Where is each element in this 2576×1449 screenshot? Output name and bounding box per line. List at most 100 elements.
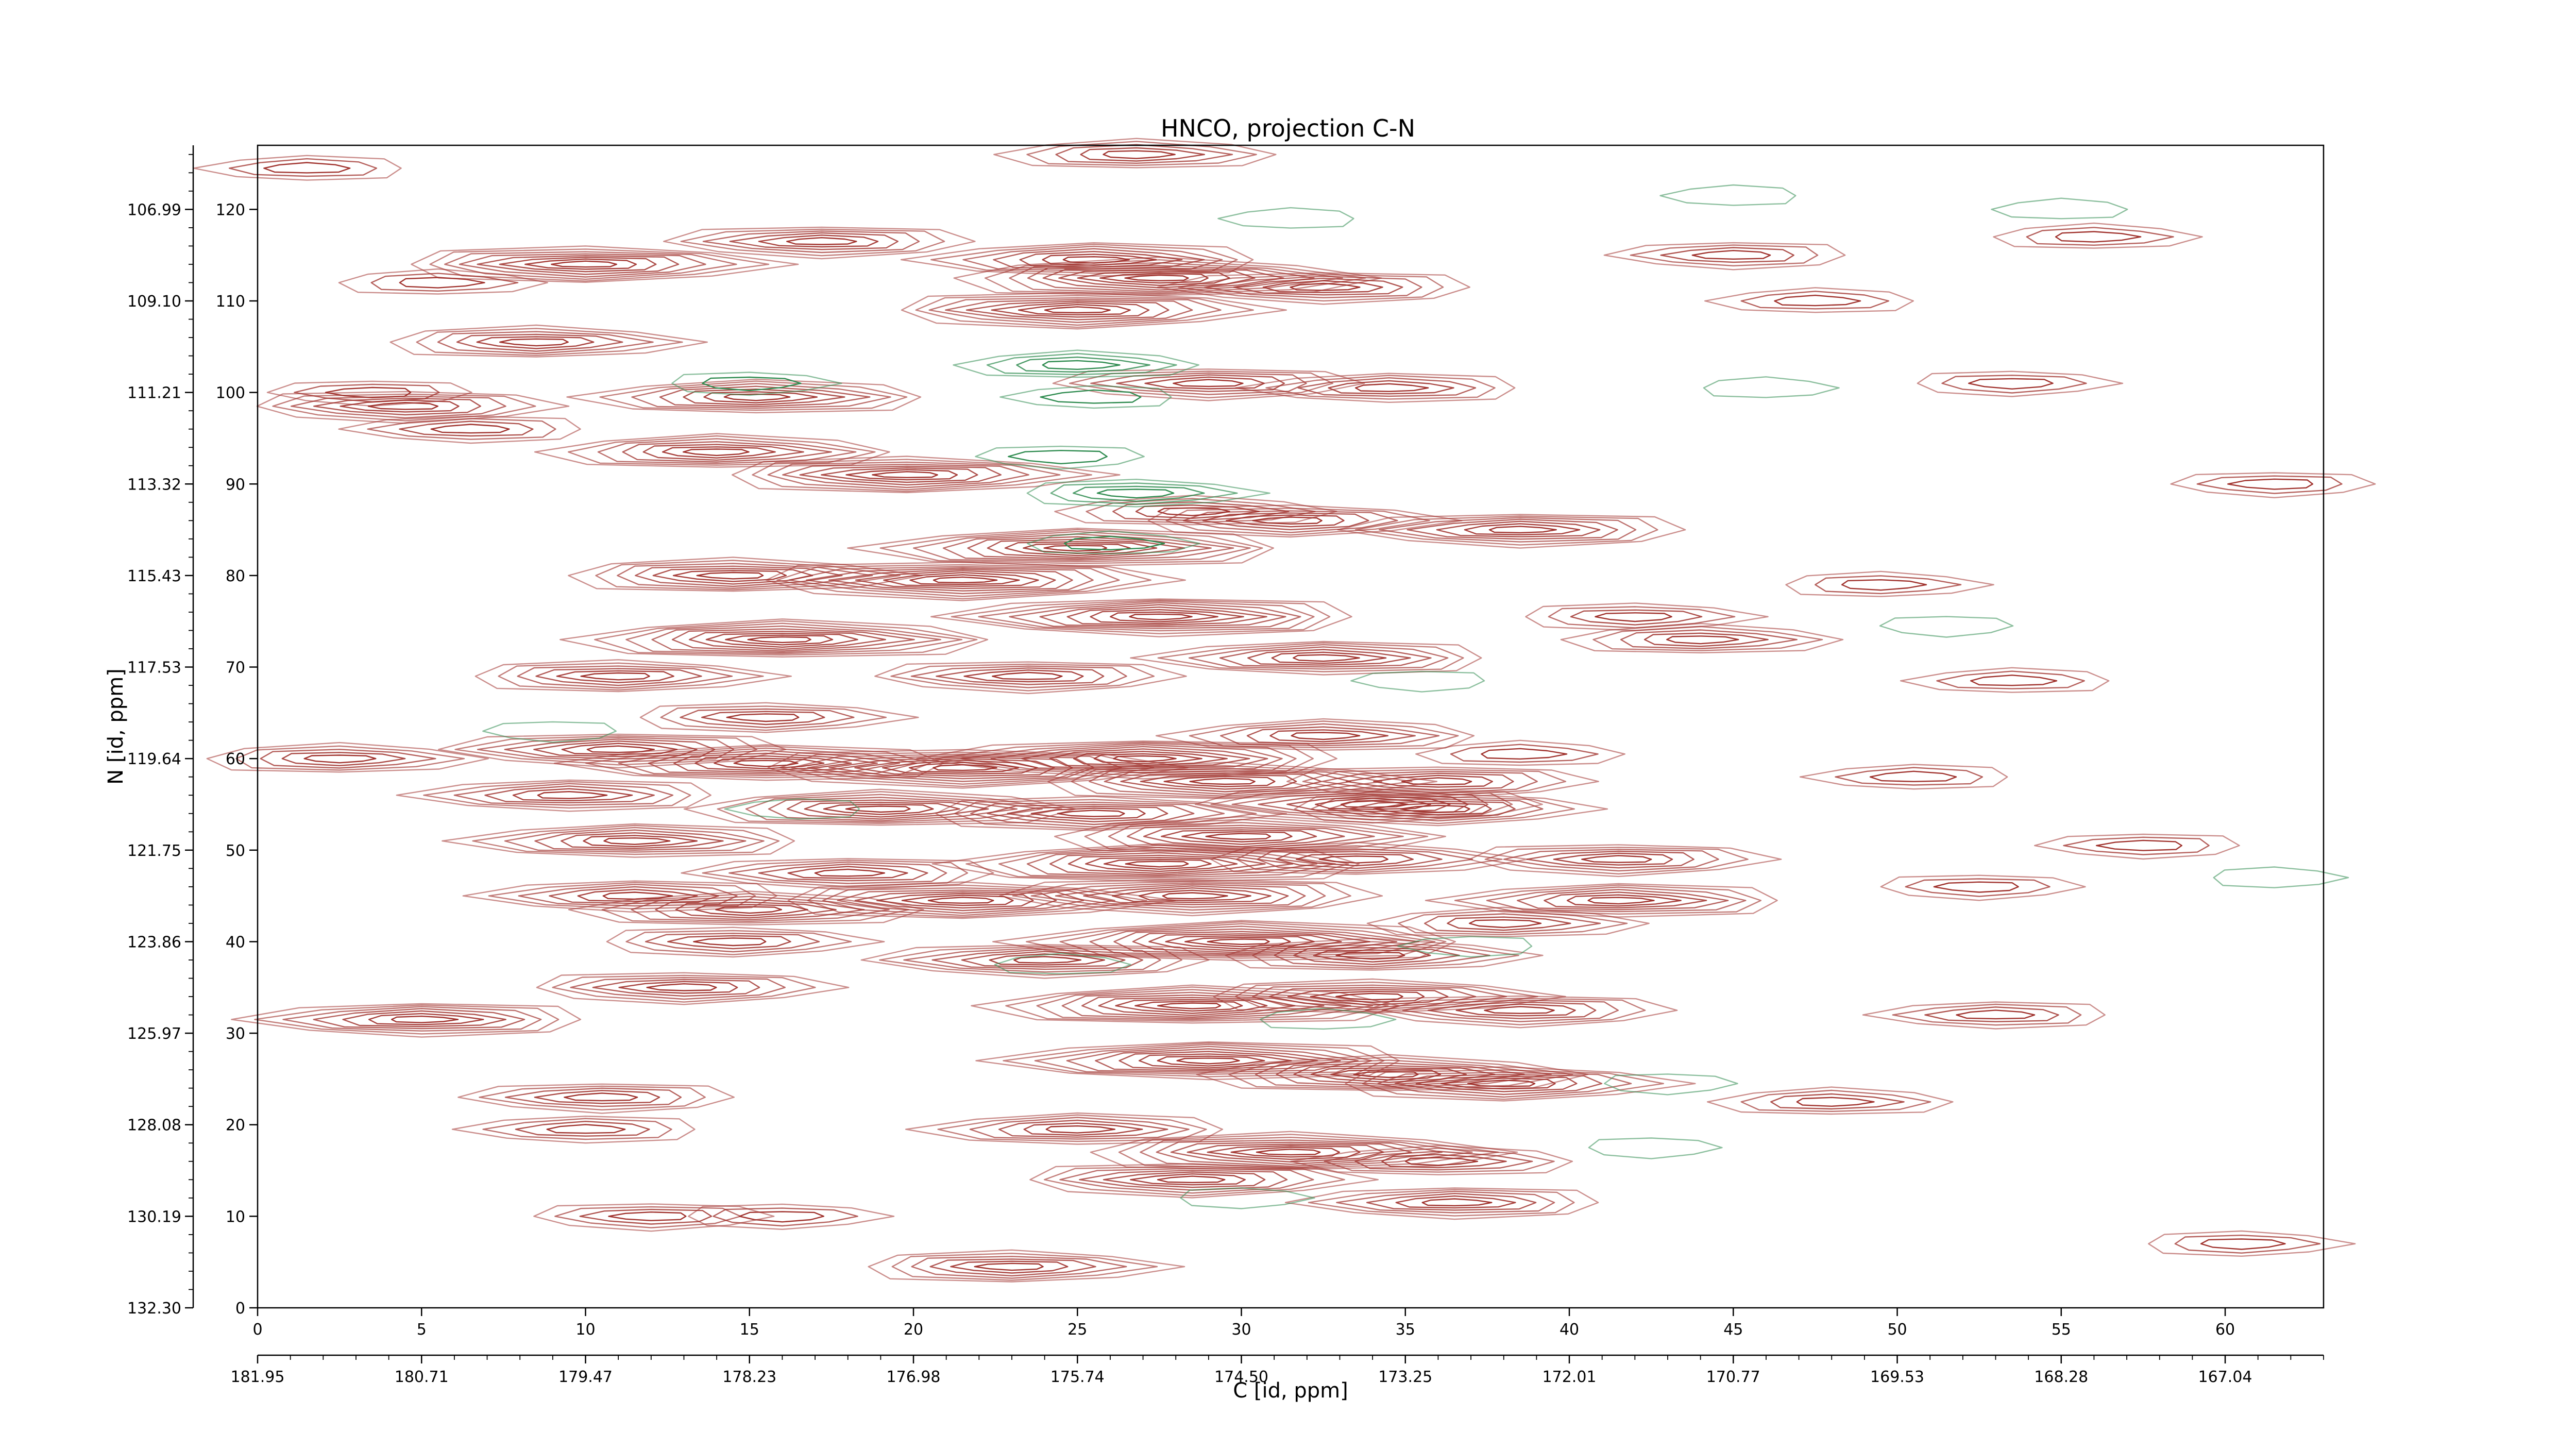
positive-peak-23-level-1	[474, 659, 792, 693]
positive-peak-53-level-4	[667, 935, 791, 950]
positive-peak-67-level-4	[1156, 1139, 1443, 1167]
positive-peak-50-level-8	[1162, 892, 1228, 900]
positive-peak-33-level-4	[1246, 726, 1416, 745]
positive-peak-40-level-4	[534, 829, 747, 851]
negative-peak-3	[999, 385, 1172, 409]
positive-peak-35-level-5	[1373, 774, 1494, 788]
positive-peak-49-level-5	[854, 891, 1057, 912]
positive-peak-31-level-9	[933, 764, 997, 771]
positive-peak-6-level-2	[1178, 274, 1444, 302]
positive-peak-20-level-7	[883, 571, 1039, 587]
positive-peak-72-level-1	[533, 1203, 775, 1232]
positive-peak-36-level-2	[423, 781, 691, 809]
positive-peak-57-level-5	[618, 981, 738, 994]
positive-peak-60-level-6	[1310, 990, 1425, 1003]
negative-peak-2-level-2	[1007, 450, 1108, 464]
positive-peak-0-level-5	[1103, 150, 1176, 159]
positive-peak-33-level-1	[1155, 718, 1475, 751]
positive-peak-42-level-6	[1400, 804, 1470, 813]
positive-peak-12-level-7	[845, 469, 958, 481]
positive-peak-6	[1157, 272, 1471, 305]
positive-peak-81-level-2	[1740, 291, 1890, 310]
positive-peak-40-level-2	[472, 824, 780, 855]
positive-peak-51-level-7	[1587, 897, 1655, 905]
positive-peak-78	[338, 268, 549, 295]
positive-peak-52-level-3	[1423, 913, 1601, 933]
positive-peak-53-level-2	[625, 930, 852, 955]
positive-peak-27	[639, 702, 919, 733]
negative-peak-14	[724, 798, 860, 820]
positive-peak-20-level-3	[788, 566, 1120, 597]
positive-peak-84-level-4	[1956, 1009, 2036, 1020]
positive-peak-55-level-8	[1165, 935, 1315, 950]
positive-peak-71	[868, 1249, 1185, 1283]
positive-peak-64-level-2	[1362, 1069, 1665, 1100]
negative-peak-10-level-1	[1397, 936, 1533, 958]
positive-peak-72-level-3	[579, 1208, 713, 1225]
positive-peak-57-level-3	[570, 976, 786, 1000]
positive-peak-66-level-5	[1023, 1122, 1143, 1136]
positive-peak-35-level-4	[1345, 772, 1514, 791]
positive-peak-35-level-6	[1401, 777, 1472, 785]
positive-peak-20-level-9	[933, 576, 998, 584]
positive-peak-85-level-4	[1796, 1097, 1875, 1107]
positive-peak-18-level-1	[847, 527, 1275, 567]
negative-peak-5	[671, 372, 842, 396]
positive-peak-69-level-3	[1336, 1190, 1555, 1214]
x-ppm-tick-label-8: 172.01	[1543, 1368, 1597, 1386]
positive-peak-21-level-9	[1129, 613, 1193, 621]
y-ppm-tick-label-12: 106.99	[127, 201, 181, 219]
positive-peak-58-level-6	[368, 1013, 484, 1025]
positive-peak-32-level-9	[1113, 755, 1177, 763]
positive-peak-12-level-1	[731, 456, 1121, 494]
chart-title: HNCO, projection C-N	[1161, 114, 1415, 142]
positive-peak-44-level-6	[1067, 854, 1266, 874]
plot-frame	[257, 144, 2325, 1309]
positive-peak-32-level-5	[1021, 746, 1268, 769]
positive-peak-53-level-3	[645, 933, 820, 953]
positive-peak-88	[1799, 764, 2008, 790]
positive-peak-80	[1603, 242, 1846, 271]
positive-peak-22-level-7	[705, 632, 858, 648]
positive-peak-62-level-5	[1095, 1048, 1341, 1072]
positive-peak-51-level-1	[1425, 883, 1778, 918]
positive-peak-23	[474, 659, 792, 693]
negative-peak-5-level-2	[702, 376, 802, 392]
negative-peak-3-level-1	[999, 385, 1172, 409]
positive-peak-20-level-5	[828, 568, 1073, 592]
positive-peak-7-level-7	[723, 393, 791, 401]
positive-peak-18	[847, 527, 1275, 567]
positive-peak-56-level-5	[1313, 949, 1431, 963]
positive-peak-19-level-1	[568, 557, 923, 592]
negative-peak-19	[1259, 1007, 1397, 1030]
positive-peak-5-level-1	[901, 292, 1287, 330]
positive-peak-34-level-8	[1189, 778, 1256, 785]
x-ppm-tick-label-2: 179.47	[558, 1368, 613, 1386]
positive-peak-82	[1785, 570, 1994, 597]
positive-peak-14-level-4	[1328, 380, 1454, 395]
positive-peak-75-level-1	[1525, 602, 1769, 631]
positive-peak-55-level-4	[1089, 925, 1420, 956]
positive-peak-74-level-3	[1481, 748, 1568, 760]
negative-peak-9	[1603, 1073, 1738, 1096]
positive-peak-68-level-5	[1103, 1171, 1266, 1188]
positive-peak-72-level-2	[554, 1206, 741, 1228]
positive-peak-5-level-4	[944, 299, 1193, 323]
y-index-tick-label-80: 80	[226, 567, 245, 585]
positive-peak-1-level-5	[477, 255, 680, 275]
negative-peak-18	[1659, 184, 1797, 206]
positive-peak-49-level-4	[837, 889, 1084, 914]
x-ppm-tick-label-7: 173.25	[1378, 1368, 1432, 1386]
positive-peak-64-level-4	[1394, 1073, 1603, 1096]
positive-peak-16-level-5	[1225, 514, 1345, 528]
negative-peak-8	[1703, 376, 1840, 398]
positive-peak-25-level-5	[1247, 649, 1411, 666]
negative-peak-19-level-1	[1259, 1007, 1397, 1030]
positive-peak-84-level-3	[1924, 1006, 2059, 1022]
positive-peak-22-level-2	[594, 620, 978, 656]
positive-peak-62-level-1	[975, 1041, 1400, 1081]
positive-peak-68-level-1	[1029, 1163, 1379, 1199]
positive-peak-7-level-3	[631, 383, 891, 409]
positive-peak-10-level-4	[430, 424, 510, 434]
negative-peak-3-level-2	[1040, 389, 1142, 404]
